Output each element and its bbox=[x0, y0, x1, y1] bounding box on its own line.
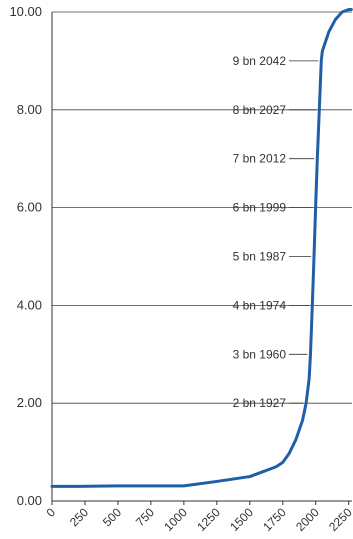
annotations-group: 9 bn 2042 8 bn 2027 7 bn 2012 6 bn 1999 5 bn… bbox=[233, 54, 319, 410]
x-tick-label: 1500 bbox=[227, 505, 256, 534]
series-group bbox=[50, 8, 353, 488]
annotation-label: 7 bn 2012 bbox=[233, 152, 287, 166]
annotation-label: 2 bn 1927 bbox=[233, 396, 287, 410]
x-tick-label: 750 bbox=[133, 505, 157, 529]
y-tick-label: 8.00 bbox=[17, 102, 42, 117]
x-tick-label: 0 bbox=[43, 505, 58, 520]
x-tick-label: 2000 bbox=[293, 505, 322, 534]
population-line bbox=[50, 8, 353, 488]
x-tick-label: 1750 bbox=[260, 505, 289, 534]
x-tick-label: 250 bbox=[67, 505, 91, 529]
y-tick-label: 2.00 bbox=[17, 395, 42, 410]
annotation-label: 5 bn 1987 bbox=[233, 250, 287, 264]
annotation-label: 8 bn 2027 bbox=[233, 103, 287, 117]
x-tick-label: 2250 bbox=[326, 505, 353, 534]
axes bbox=[51, 12, 352, 502]
y-axis-ticks: 0.00 2.00 4.00 6.00 8.00 10.00 bbox=[9, 4, 42, 508]
x-tick-label: 500 bbox=[100, 505, 124, 529]
y-tick-label: 0.00 bbox=[17, 493, 42, 508]
x-tick-label: 1250 bbox=[194, 505, 223, 534]
annotation-label: 6 bn 1999 bbox=[233, 201, 287, 215]
annotation-label: 4 bn 1974 bbox=[233, 298, 287, 312]
x-axis-ticks: 0 250 500 750 1000 1250 1500 1750 2000 2250 bbox=[43, 501, 353, 534]
y-tick-label: 6.00 bbox=[17, 200, 42, 215]
y-tick-label: 4.00 bbox=[17, 297, 42, 312]
annotation-label: 9 bn 2042 bbox=[233, 54, 287, 68]
y-tick-label: 10.00 bbox=[9, 4, 42, 19]
annotation-label: 3 bn 1960 bbox=[233, 347, 287, 361]
x-tick-label: 1000 bbox=[161, 505, 190, 534]
